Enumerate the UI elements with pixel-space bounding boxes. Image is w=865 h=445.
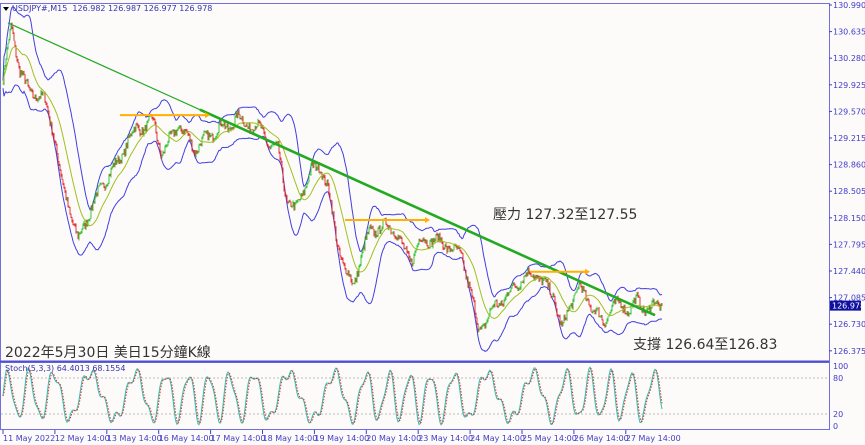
stoch-label: Stoch(5,3,3) 64.4013 68.1554 — [5, 364, 126, 373]
x-tick-label: 26 May 14:00 — [574, 434, 629, 443]
y-tick-label: 130.280 — [833, 54, 865, 63]
y-tick-label: 129.570 — [833, 107, 865, 116]
bollinger-upper-line — [2, 5, 663, 302]
x-tick-label: 17 May 14:00 — [211, 434, 266, 443]
symbol-label: USDJPY#,M15 — [12, 4, 68, 13]
x-tick-label: 24 May 14:00 — [470, 434, 525, 443]
y-tick-label: 127.795 — [833, 240, 865, 249]
y-tick-label: 126.730 — [833, 320, 865, 329]
main-pane-frame — [0, 3, 830, 362]
x-tick-label: 27 May 14:00 — [626, 434, 681, 443]
x-tick-label: 20 May 14:00 — [366, 434, 421, 443]
support-annotation: 支撐 126.64至126.83 — [633, 337, 778, 353]
y-tick-label: 127.440 — [833, 267, 865, 276]
x-tick-label: 12 May 14:00 — [55, 434, 110, 443]
bollinger-lower-line — [2, 84, 663, 352]
x-tick-label: 23 May 14:00 — [418, 434, 473, 443]
resistance-annotation: 壓力 127.32至127.55 — [493, 207, 638, 223]
collapse-triangle-icon — [3, 7, 9, 11]
chart-title: 2022年5月30日 美日15分鐘K線 — [5, 345, 211, 361]
stoch-signal-line — [2, 367, 663, 425]
y-tick-label: 130.635 — [833, 28, 865, 37]
x-tick-label: 16 May 14:00 — [159, 434, 214, 443]
current-price-label: 126.978 — [832, 302, 865, 311]
x-tick-label: 11 May 2022 — [3, 434, 55, 443]
x-tick-label: 25 May 14:00 — [522, 434, 577, 443]
y-tick-label: 130.990 — [833, 1, 865, 10]
y-tick-label: 127.085 — [833, 294, 865, 303]
arrowhead-icon — [205, 112, 210, 119]
x-tick-label: 13 May 14:00 — [107, 434, 162, 443]
x-tick-label: 18 May 14:00 — [263, 434, 318, 443]
stoch-level-label: 20 — [833, 410, 843, 419]
y-tick-label: 128.150 — [833, 214, 865, 223]
y-tick-label: 128.860 — [833, 161, 865, 170]
y-tick-label: 129.215 — [833, 134, 865, 143]
stoch-level-label: 80 — [833, 374, 843, 383]
y-tick-label: 128.505 — [833, 187, 865, 196]
stoch-level-label: 0 — [833, 422, 838, 431]
symbol-header: USDJPY#,M15 126.982 126.987 126.977 126.… — [12, 4, 212, 13]
x-tick-label: 19 May 14:00 — [314, 434, 369, 443]
y-tick-label: 129.925 — [833, 81, 865, 90]
stoch-main-line — [2, 366, 663, 426]
arrowhead-icon — [585, 268, 590, 275]
arrowhead-icon — [425, 217, 430, 224]
current-price-box — [830, 300, 861, 311]
ohlc-values: 126.982 126.987 126.977 126.978 — [72, 4, 213, 13]
y-tick-label: 126.375 — [833, 347, 865, 356]
stoch-level-label: 100 — [833, 362, 848, 371]
moving-average-line — [2, 46, 663, 319]
trendline-bold — [199, 108, 656, 317]
